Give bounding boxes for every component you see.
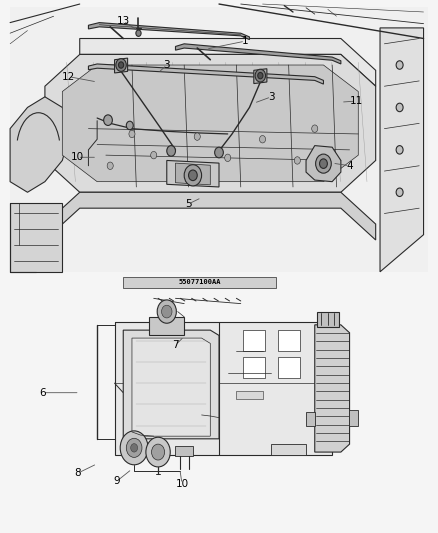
- Polygon shape: [115, 58, 127, 73]
- Polygon shape: [132, 338, 210, 436]
- Circle shape: [151, 151, 157, 159]
- Circle shape: [146, 437, 170, 467]
- Polygon shape: [10, 298, 428, 500]
- Polygon shape: [380, 28, 424, 272]
- Circle shape: [120, 431, 148, 465]
- Polygon shape: [243, 357, 265, 378]
- Circle shape: [104, 115, 113, 125]
- Circle shape: [396, 61, 403, 69]
- Polygon shape: [278, 357, 300, 378]
- Circle shape: [131, 443, 138, 452]
- Circle shape: [320, 159, 327, 168]
- Polygon shape: [254, 69, 267, 84]
- Circle shape: [255, 69, 265, 82]
- Polygon shape: [317, 312, 339, 327]
- Circle shape: [312, 125, 318, 132]
- Text: 4: 4: [346, 161, 353, 171]
- Circle shape: [396, 146, 403, 154]
- Circle shape: [162, 305, 172, 318]
- Text: 10: 10: [71, 152, 84, 162]
- Circle shape: [215, 147, 223, 158]
- Circle shape: [118, 62, 124, 68]
- Circle shape: [188, 170, 197, 181]
- Polygon shape: [10, 203, 62, 272]
- Circle shape: [157, 300, 177, 323]
- Circle shape: [136, 30, 141, 36]
- Polygon shape: [80, 38, 376, 86]
- Polygon shape: [349, 410, 358, 425]
- Circle shape: [116, 59, 126, 71]
- Circle shape: [259, 135, 265, 143]
- Text: 9: 9: [113, 477, 120, 486]
- Polygon shape: [115, 322, 332, 455]
- Polygon shape: [167, 160, 219, 187]
- Text: 8: 8: [74, 469, 81, 478]
- Text: 7: 7: [172, 340, 179, 350]
- Polygon shape: [237, 391, 262, 399]
- Text: 12: 12: [62, 71, 75, 82]
- Text: 3: 3: [163, 60, 170, 70]
- Polygon shape: [88, 64, 323, 84]
- Text: 1: 1: [242, 36, 248, 46]
- Circle shape: [316, 154, 331, 173]
- Text: 6: 6: [39, 387, 46, 398]
- FancyBboxPatch shape: [123, 277, 276, 288]
- Polygon shape: [278, 330, 300, 351]
- Polygon shape: [123, 448, 145, 456]
- Polygon shape: [306, 146, 341, 182]
- Circle shape: [184, 165, 201, 186]
- Circle shape: [152, 444, 165, 460]
- Text: 5: 5: [185, 199, 192, 209]
- Polygon shape: [176, 44, 341, 64]
- Circle shape: [396, 188, 403, 197]
- Polygon shape: [176, 163, 210, 185]
- Polygon shape: [62, 65, 358, 182]
- Polygon shape: [45, 54, 376, 192]
- Polygon shape: [315, 325, 350, 452]
- Circle shape: [396, 103, 403, 112]
- Circle shape: [129, 130, 135, 138]
- Text: 11: 11: [350, 96, 363, 106]
- Polygon shape: [1, 276, 437, 289]
- Circle shape: [107, 162, 113, 169]
- Polygon shape: [10, 97, 71, 192]
- Polygon shape: [45, 192, 376, 240]
- Circle shape: [126, 121, 133, 130]
- Text: 13: 13: [117, 16, 130, 26]
- Polygon shape: [176, 446, 193, 456]
- Polygon shape: [306, 413, 315, 425]
- Text: 3: 3: [268, 92, 275, 102]
- Polygon shape: [88, 22, 250, 39]
- Polygon shape: [123, 330, 219, 439]
- Circle shape: [225, 154, 231, 161]
- Circle shape: [294, 157, 300, 164]
- Circle shape: [167, 146, 176, 156]
- Polygon shape: [149, 317, 184, 335]
- Circle shape: [258, 72, 263, 79]
- Text: 10: 10: [176, 479, 189, 489]
- Polygon shape: [243, 330, 265, 351]
- Circle shape: [126, 438, 142, 457]
- Polygon shape: [271, 444, 306, 455]
- Text: 55077100AA: 55077100AA: [178, 279, 221, 285]
- Polygon shape: [10, 7, 428, 272]
- Circle shape: [194, 133, 200, 140]
